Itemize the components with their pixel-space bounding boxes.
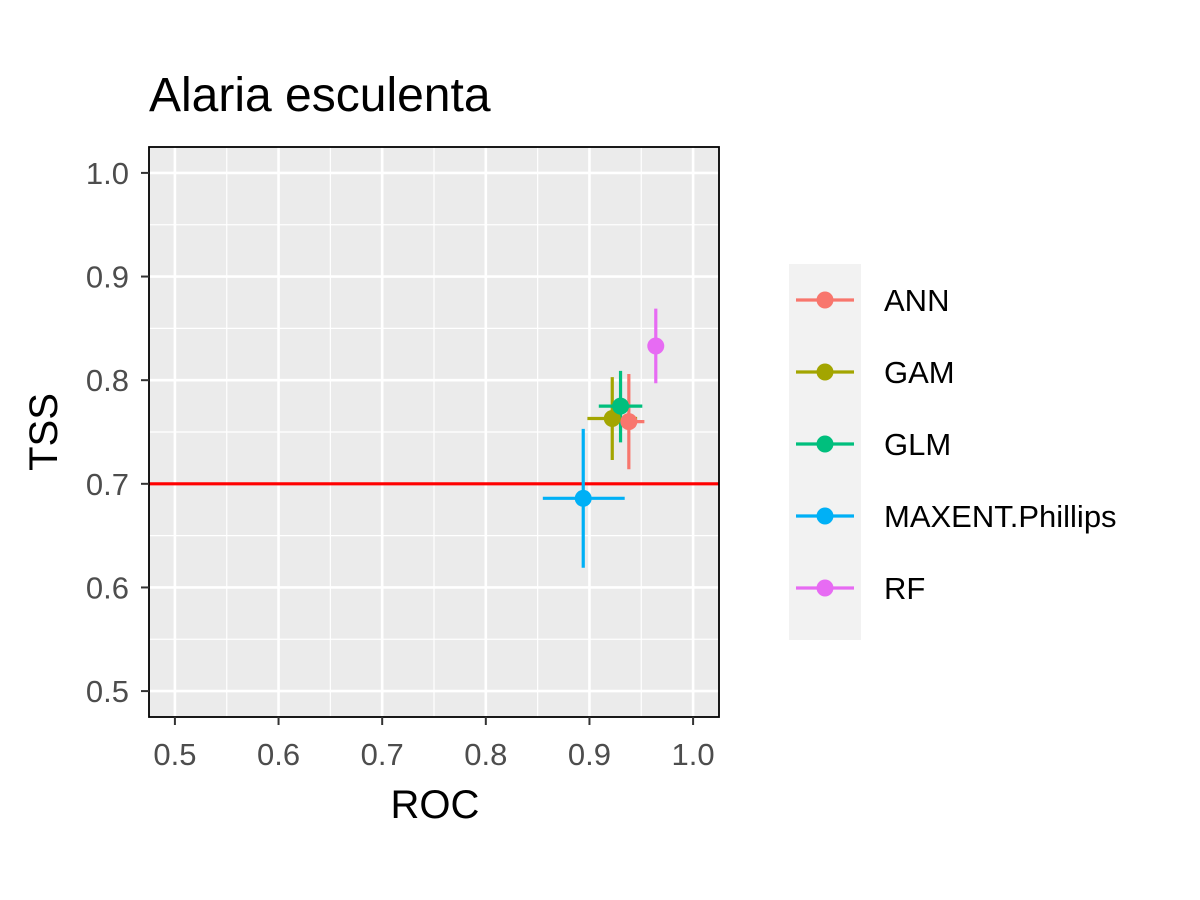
x-tick-label: 0.9 — [568, 737, 611, 772]
legend-label-ann: ANN — [884, 283, 949, 318]
x-tick-label: 0.8 — [464, 737, 507, 772]
chart-title: Alaria esculenta — [149, 69, 491, 122]
y-axis-title: TSS — [22, 393, 66, 471]
legend-key-point-ann — [816, 291, 834, 309]
legend-label-glm: GLM — [884, 427, 951, 462]
point-rf — [647, 337, 665, 355]
legend-key-point-gam — [816, 363, 834, 381]
legend-label-rf: RF — [884, 571, 925, 606]
legend-label-gam: GAM — [884, 355, 955, 390]
y-tick-label: 0.6 — [86, 570, 129, 605]
x-tick-label: 1.0 — [672, 737, 715, 772]
legend-key-point-rf — [816, 579, 834, 597]
axes-layer: 0.5 0.6 0.7 0.8 0.9 1.0 0.5 0.6 0.7 0.8 0.9 1.0 — [86, 146, 720, 772]
legend-key-point-maxent-phillips — [816, 507, 834, 525]
panel-border — [148, 146, 720, 718]
x-tick-label: 0.6 — [257, 737, 300, 772]
y-tick-label: 0.7 — [86, 467, 129, 502]
point-maxent-phillips — [574, 489, 592, 507]
point-glm — [612, 397, 630, 415]
point-ann — [620, 413, 638, 431]
x-tick-label: 0.7 — [361, 737, 404, 772]
x-axis-title: ROC — [391, 783, 480, 827]
y-tick-label: 0.9 — [86, 260, 129, 295]
legend-label-maxent-phillips: MAXENT.Phillips — [884, 499, 1117, 534]
data-layer — [542, 308, 665, 568]
point-gam — [603, 410, 621, 428]
legend-key-point-glm — [816, 435, 834, 453]
legend: ANN GAM GLM MAXENT.Phillips RF — [789, 264, 1117, 640]
y-tick-label: 0.8 — [86, 363, 129, 398]
y-tick-label: 1.0 — [86, 156, 129, 191]
x-tick-label: 0.5 — [153, 737, 196, 772]
y-tick-label: 0.5 — [86, 674, 129, 709]
